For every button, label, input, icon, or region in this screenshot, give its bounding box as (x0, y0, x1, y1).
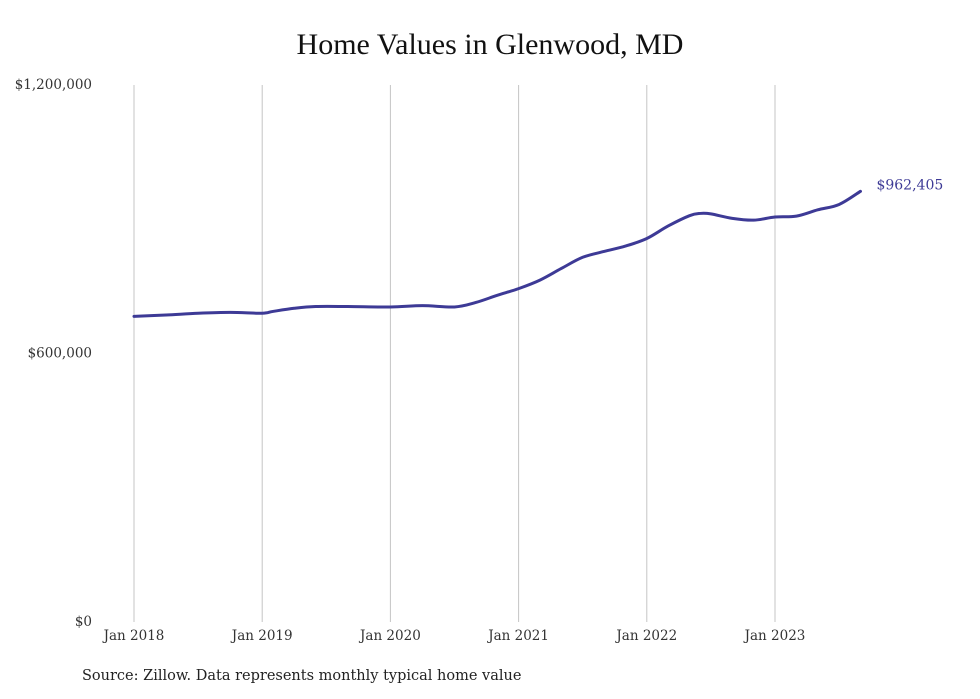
chart-title: Home Values in Glenwood, MD (296, 28, 684, 61)
x-tick-label: Jan 2019 (230, 628, 293, 644)
x-tick-label: Jan 2022 (614, 628, 677, 644)
x-axis-tick-labels: Jan 2018 Jan 2019 Jan 2020 Jan 2021 Jan 2022… (102, 628, 806, 644)
end-value-label: $962,405 (876, 177, 943, 193)
x-tick-label: Jan 2021 (486, 628, 549, 644)
series-line (132, 189, 862, 318)
y-axis-tick-labels: $0 $600,000 $1,200,000 (15, 77, 92, 630)
grid-layer (133, 85, 776, 622)
y-tick-label: $1,200,000 (15, 77, 92, 93)
series-layer: $962,405 (132, 177, 943, 318)
x-tick-label: Jan 2020 (358, 628, 421, 644)
y-tick-label: $600,000 (28, 346, 92, 362)
y-tick-label: $0 (75, 614, 92, 630)
x-tick-label: Jan 2018 (102, 628, 165, 644)
x-tick-label: Jan 2023 (743, 628, 806, 644)
source-note: Source: Zillow. Data represents monthly … (82, 668, 522, 684)
